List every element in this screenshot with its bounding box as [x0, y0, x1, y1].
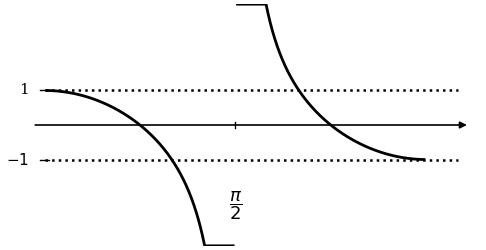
Text: $\dfrac{\pi}{2}$: $\dfrac{\pi}{2}$ — [228, 189, 242, 222]
Text: $-1$: $-1$ — [6, 152, 29, 168]
Text: 1: 1 — [19, 84, 29, 98]
